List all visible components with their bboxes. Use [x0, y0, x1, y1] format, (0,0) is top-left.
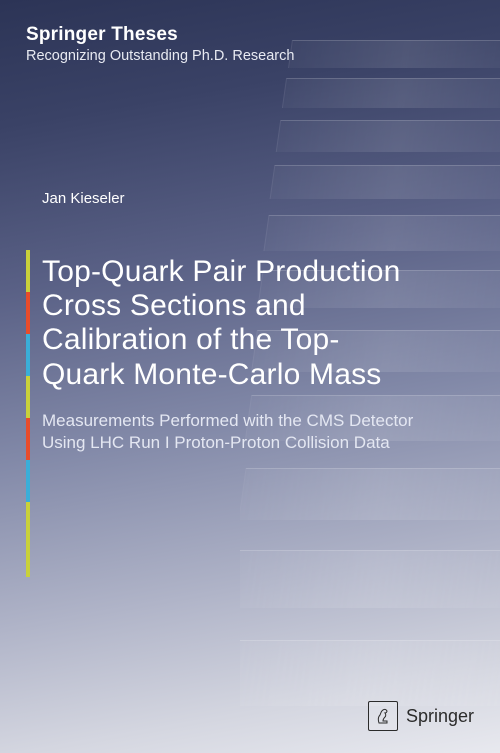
- accent-stripe: [26, 418, 30, 460]
- accent-stripe: [26, 460, 30, 502]
- accent-stripe: [26, 250, 30, 292]
- stair-step: [240, 640, 500, 706]
- title-block: Top-Quark Pair Production Cross Sections…: [42, 255, 422, 454]
- stair-step: [263, 215, 500, 251]
- series-title: Springer Theses: [26, 24, 294, 46]
- chess-knight-icon: [373, 706, 393, 726]
- series-subtitle: Recognizing Outstanding Ph.D. Research: [26, 48, 294, 64]
- springer-horse-icon: [368, 701, 398, 731]
- accent-stripe: [26, 502, 30, 577]
- accent-stripe: [26, 334, 30, 376]
- book-cover: Springer Theses Recognizing Outstanding …: [0, 0, 500, 753]
- publisher-logo-block: Springer: [368, 701, 474, 731]
- series-block: Springer Theses Recognizing Outstanding …: [26, 24, 294, 64]
- author-name: Jan Kieseler: [42, 190, 125, 207]
- stair-step: [288, 40, 500, 68]
- accent-stripe: [26, 292, 30, 334]
- stair-step: [276, 120, 500, 152]
- stair-step: [240, 550, 500, 608]
- subtitle: Measurements Performed with the CMS Dete…: [42, 410, 422, 454]
- stair-step: [270, 165, 500, 199]
- main-title: Top-Quark Pair Production Cross Sections…: [42, 255, 422, 392]
- accent-stripe: [26, 376, 30, 418]
- stair-step: [240, 468, 500, 520]
- publisher-name: Springer: [406, 706, 474, 727]
- stair-step: [282, 78, 500, 108]
